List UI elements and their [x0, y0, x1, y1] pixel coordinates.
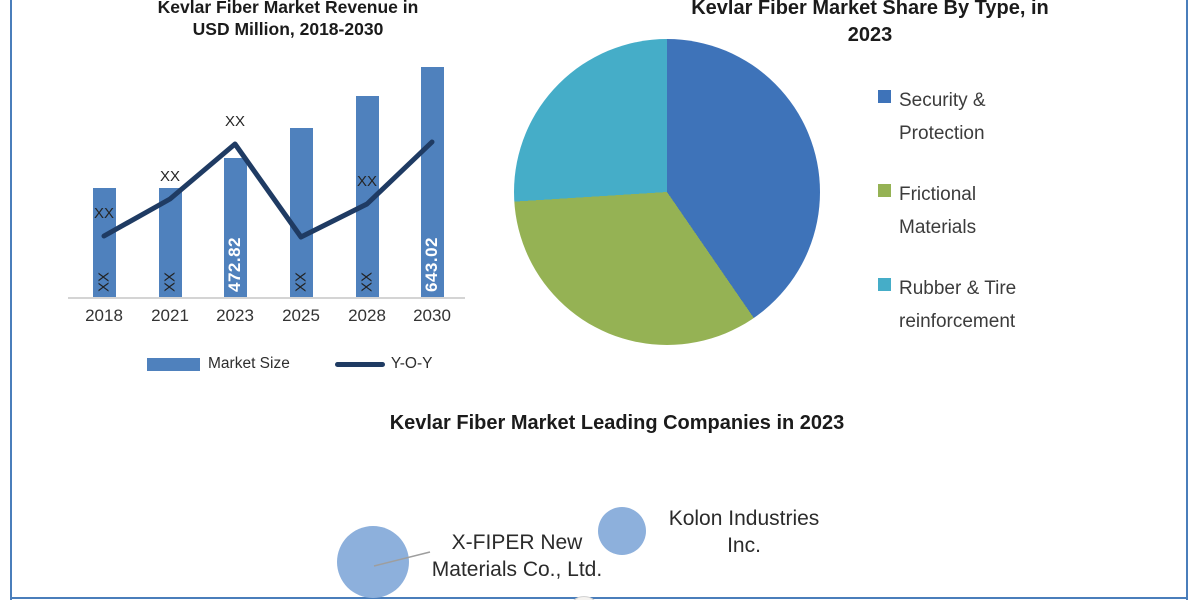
frame-right [1186, 0, 1188, 600]
yoy-point-label-2028: XX [356, 173, 377, 190]
pie-legend-item-2: Rubber & Tire reinforcement [878, 272, 1016, 338]
bar-2021: XX [158, 188, 182, 297]
bar-value-label-2025: XX [292, 271, 310, 292]
x-axis-label-2028: 2028 [348, 306, 386, 325]
revenue-plot: XX 2018 XX XX 2021 XX 472.82 2023 XX XX 2025 XX 2028… [0, 0, 500, 340]
pie-chart-title-line2: 2023 [847, 24, 893, 46]
bar-value-label-2028: XX [358, 271, 376, 292]
pie-legend-label-1: Frictional Materials [899, 184, 977, 238]
market-size-label: Market Size [208, 355, 290, 372]
pie-legend-swatch-0 [878, 90, 891, 103]
bubble-label-0: X-FIPER New Materials Co., Ltd. [431, 531, 603, 581]
bubble-label-1: Kolon Industries Inc. [668, 507, 820, 557]
x-axis-label-2018: 2018 [85, 306, 123, 325]
revenue-chart-title-line1: Kevlar Fiber Market Revenue in [157, 0, 419, 17]
pie-chart [514, 39, 820, 345]
pie-legend-swatch-1 [878, 184, 891, 197]
x-axis-label-2023: 2023 [216, 306, 254, 325]
x-axis-label-2021: 2021 [151, 306, 189, 325]
yoy-point-label-2021: XX [159, 168, 180, 185]
frame-left [10, 0, 12, 600]
pie-legend-item-1: Frictional Materials [878, 178, 976, 244]
bar-2030: 643.02 [420, 67, 444, 297]
yoy-point-label-2023: XX [224, 113, 245, 130]
bar-value-label-2018: XX [95, 271, 113, 292]
x-axis-line [68, 297, 465, 299]
revenue-legend: Market Size Y-O-Y [147, 355, 432, 373]
bar-value-label-2030: 643.02 [422, 237, 441, 292]
pie-chart-title: Kevlar Fiber Market Share By Type, in 20… [645, 0, 1095, 49]
bar-value-label-2023: 472.82 [225, 237, 244, 292]
revenue-chart-title-line2: USD Million, 2018-2030 [192, 19, 384, 39]
pie-legend-item-0: Security & Protection [878, 84, 986, 150]
x-axis-label-2025: 2025 [282, 306, 320, 325]
bar-value-label-2021: XX [161, 271, 179, 292]
revenue-chart-title: Kevlar Fiber Market Revenue in USD Milli… [70, 0, 506, 40]
revenue-chart-section: Kevlar Fiber Market Revenue in USD Milli… [0, 0, 500, 400]
yoy-line-swatch [334, 361, 385, 367]
bubble-company-1 [598, 507, 646, 555]
pie-legend-swatch-2 [878, 278, 891, 291]
pie-chart-title-line1: Kevlar Fiber Market Share By Type, in [691, 0, 1049, 19]
market-size-swatch [147, 357, 200, 371]
bar-2028: XX [355, 96, 379, 297]
pie-legend-label-0: Security & Protection [899, 90, 986, 144]
x-axis-label-2030: 2030 [413, 306, 451, 325]
pie-legend-label-2: Rubber & Tire reinforcement [899, 278, 1017, 332]
pie-section: Kevlar Fiber Market Share By Type, in 20… [490, 0, 1200, 400]
frame-bottom [10, 597, 1188, 599]
yoy-label: Y-O-Y [390, 355, 433, 372]
bar-2023: 472.82 [223, 158, 247, 297]
companies-title: Kevlar Fiber Market Leading Companies in… [389, 412, 845, 434]
bar-2025: XX [289, 128, 313, 297]
yoy-point-label-2018: XX [93, 205, 114, 222]
